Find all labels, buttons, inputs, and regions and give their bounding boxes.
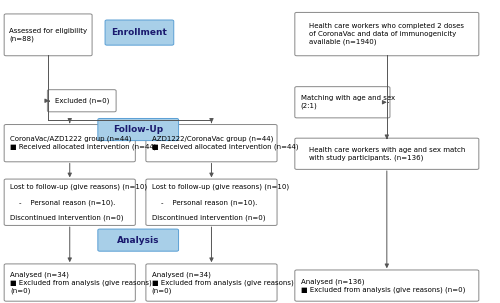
FancyBboxPatch shape — [105, 20, 174, 45]
FancyBboxPatch shape — [48, 90, 116, 112]
FancyBboxPatch shape — [146, 264, 277, 301]
Text: Assessed for eligibility
(n=88): Assessed for eligibility (n=88) — [9, 28, 87, 42]
Text: Analysed (n=136)
■ Excluded from analysis (give reasons) (n=0): Analysed (n=136) ■ Excluded from analysi… — [300, 278, 465, 293]
Text: Enrollment: Enrollment — [112, 28, 168, 37]
FancyBboxPatch shape — [4, 264, 136, 301]
Text: Excluded (n=0): Excluded (n=0) — [54, 98, 109, 104]
FancyBboxPatch shape — [98, 118, 178, 141]
Text: Lost to follow-up (give reasons) (n=10)

    -    Personal reason (n=10).

Disco: Lost to follow-up (give reasons) (n=10) … — [10, 184, 147, 221]
FancyBboxPatch shape — [146, 125, 277, 162]
FancyBboxPatch shape — [295, 270, 479, 301]
Text: Matching with age and sex
(2:1): Matching with age and sex (2:1) — [300, 95, 394, 109]
FancyBboxPatch shape — [4, 14, 92, 56]
Text: CoronaVac/AZD1222 group (n=44)
■ Received allocated intervention (n=44): CoronaVac/AZD1222 group (n=44) ■ Receive… — [10, 136, 156, 150]
FancyBboxPatch shape — [4, 125, 136, 162]
FancyBboxPatch shape — [295, 87, 390, 118]
Text: AZD1222/CoronaVac group (n=44)
■ Received allocated intervention (n=44): AZD1222/CoronaVac group (n=44) ■ Receive… — [152, 136, 298, 150]
Text: Lost to follow-up (give reasons) (n=10)

    -    Personal reason (n=10).

Disco: Lost to follow-up (give reasons) (n=10) … — [152, 184, 289, 221]
Text: Health care workers with age and sex match
with study participants. (n=136): Health care workers with age and sex mat… — [308, 147, 465, 161]
FancyBboxPatch shape — [98, 229, 178, 251]
FancyBboxPatch shape — [295, 138, 479, 169]
FancyBboxPatch shape — [295, 12, 479, 56]
Text: Health care workers who completed 2 doses
of CoronaVac and data of immunogenicit: Health care workers who completed 2 dose… — [310, 23, 464, 45]
FancyBboxPatch shape — [146, 179, 277, 225]
FancyBboxPatch shape — [4, 179, 136, 225]
Text: Analysed (n=34)
■ Excluded from analysis (give reasons)
(n=0): Analysed (n=34) ■ Excluded from analysis… — [152, 271, 294, 294]
Text: Analysis: Analysis — [117, 236, 160, 245]
Text: Follow-Up: Follow-Up — [113, 125, 164, 134]
Text: Analysed (n=34)
■ Excluded from analysis (give reasons)
(n=0): Analysed (n=34) ■ Excluded from analysis… — [10, 271, 152, 294]
